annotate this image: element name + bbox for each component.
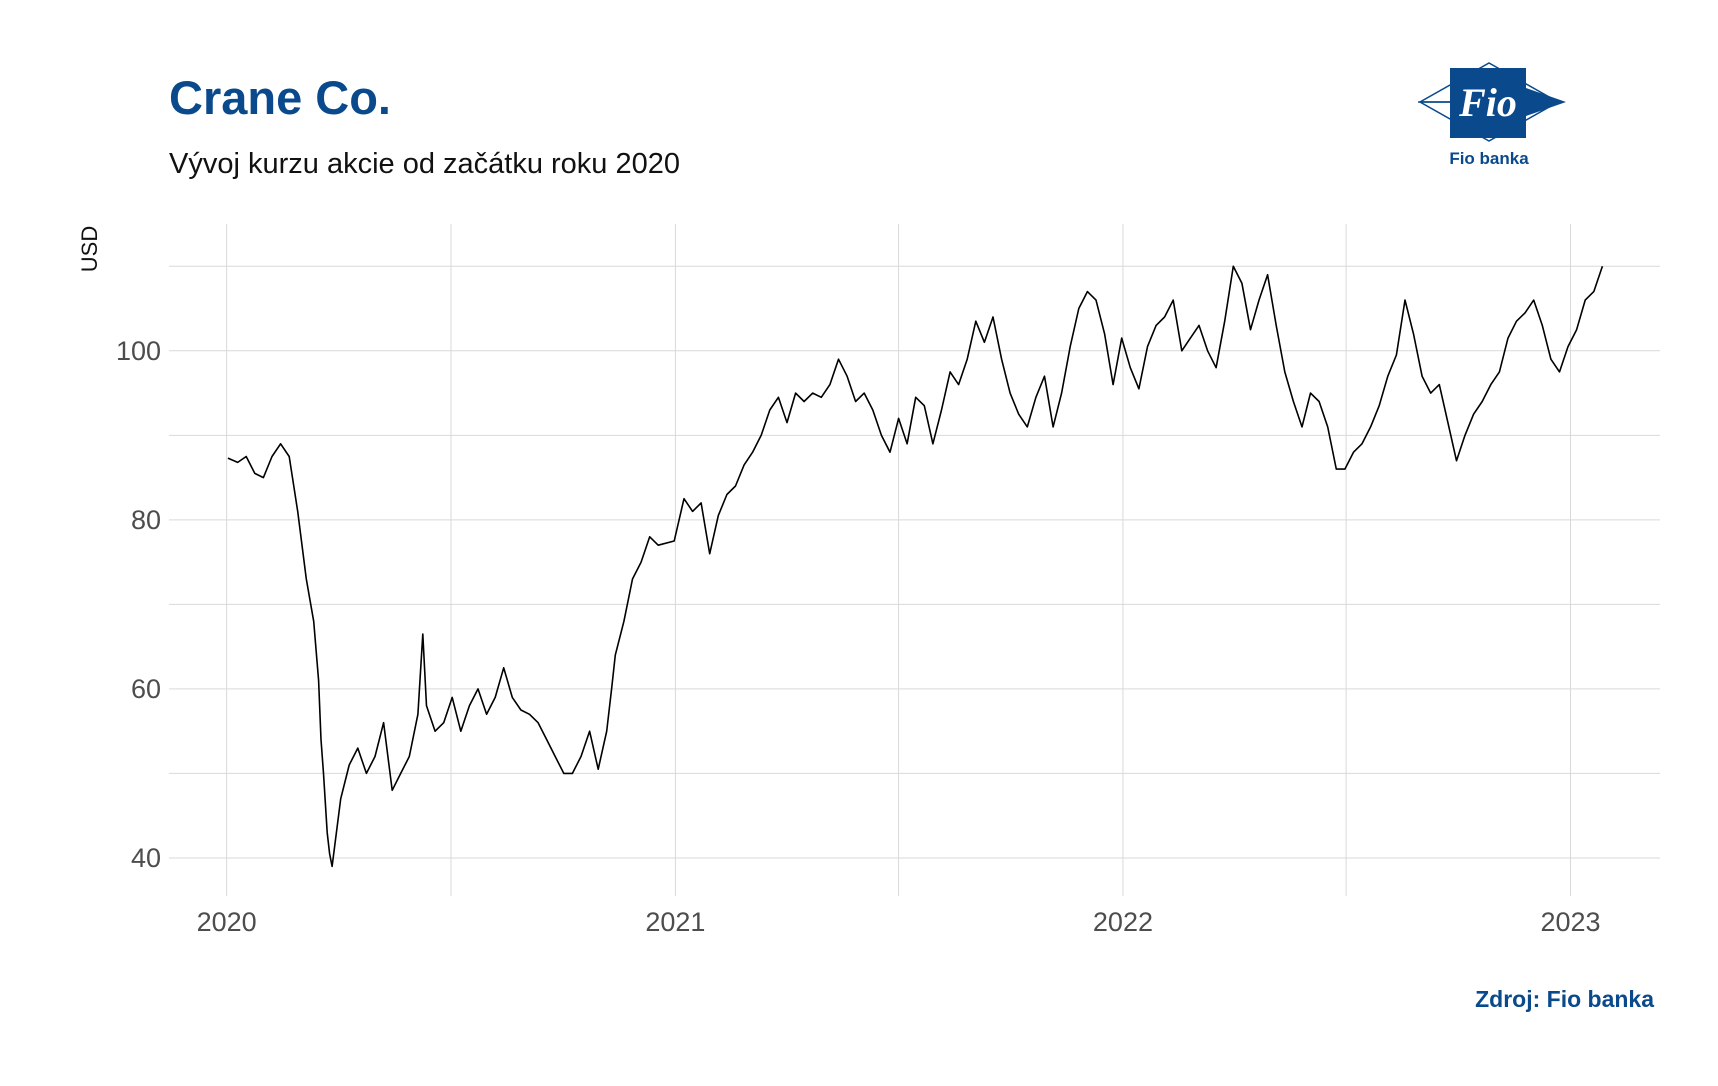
y-tick-label: 80 xyxy=(131,505,161,535)
series-line xyxy=(227,265,1604,868)
logo-mark: Fio xyxy=(1458,80,1517,125)
y-tick-label: 60 xyxy=(131,674,161,704)
fio-banka-logo: Fio Fio banka xyxy=(1417,60,1568,172)
y-tick-label: 40 xyxy=(131,843,161,873)
x-gridlines xyxy=(226,224,1571,896)
chart-subtitle: Vývoj kurzu akcie od začátku roku 2020 xyxy=(169,148,680,180)
y-axis-label: USD xyxy=(77,226,102,272)
x-tick-label: 2020 xyxy=(197,907,257,937)
logo-name: Fio banka xyxy=(1449,149,1529,168)
x-tick-label: 2023 xyxy=(1540,907,1600,937)
y-tick-label: 100 xyxy=(116,336,161,366)
y-tick-labels: 40 60 80 100 xyxy=(116,336,161,873)
chart-title: Crane Co. xyxy=(169,71,391,124)
x-tick-labels: 2020 2021 2022 2023 xyxy=(197,907,1601,937)
x-tick-label: 2022 xyxy=(1093,907,1153,937)
x-tick-label: 2021 xyxy=(645,907,705,937)
y-gridlines xyxy=(169,265,1660,859)
source-note: Zdroj: Fio banka xyxy=(1475,986,1654,1012)
